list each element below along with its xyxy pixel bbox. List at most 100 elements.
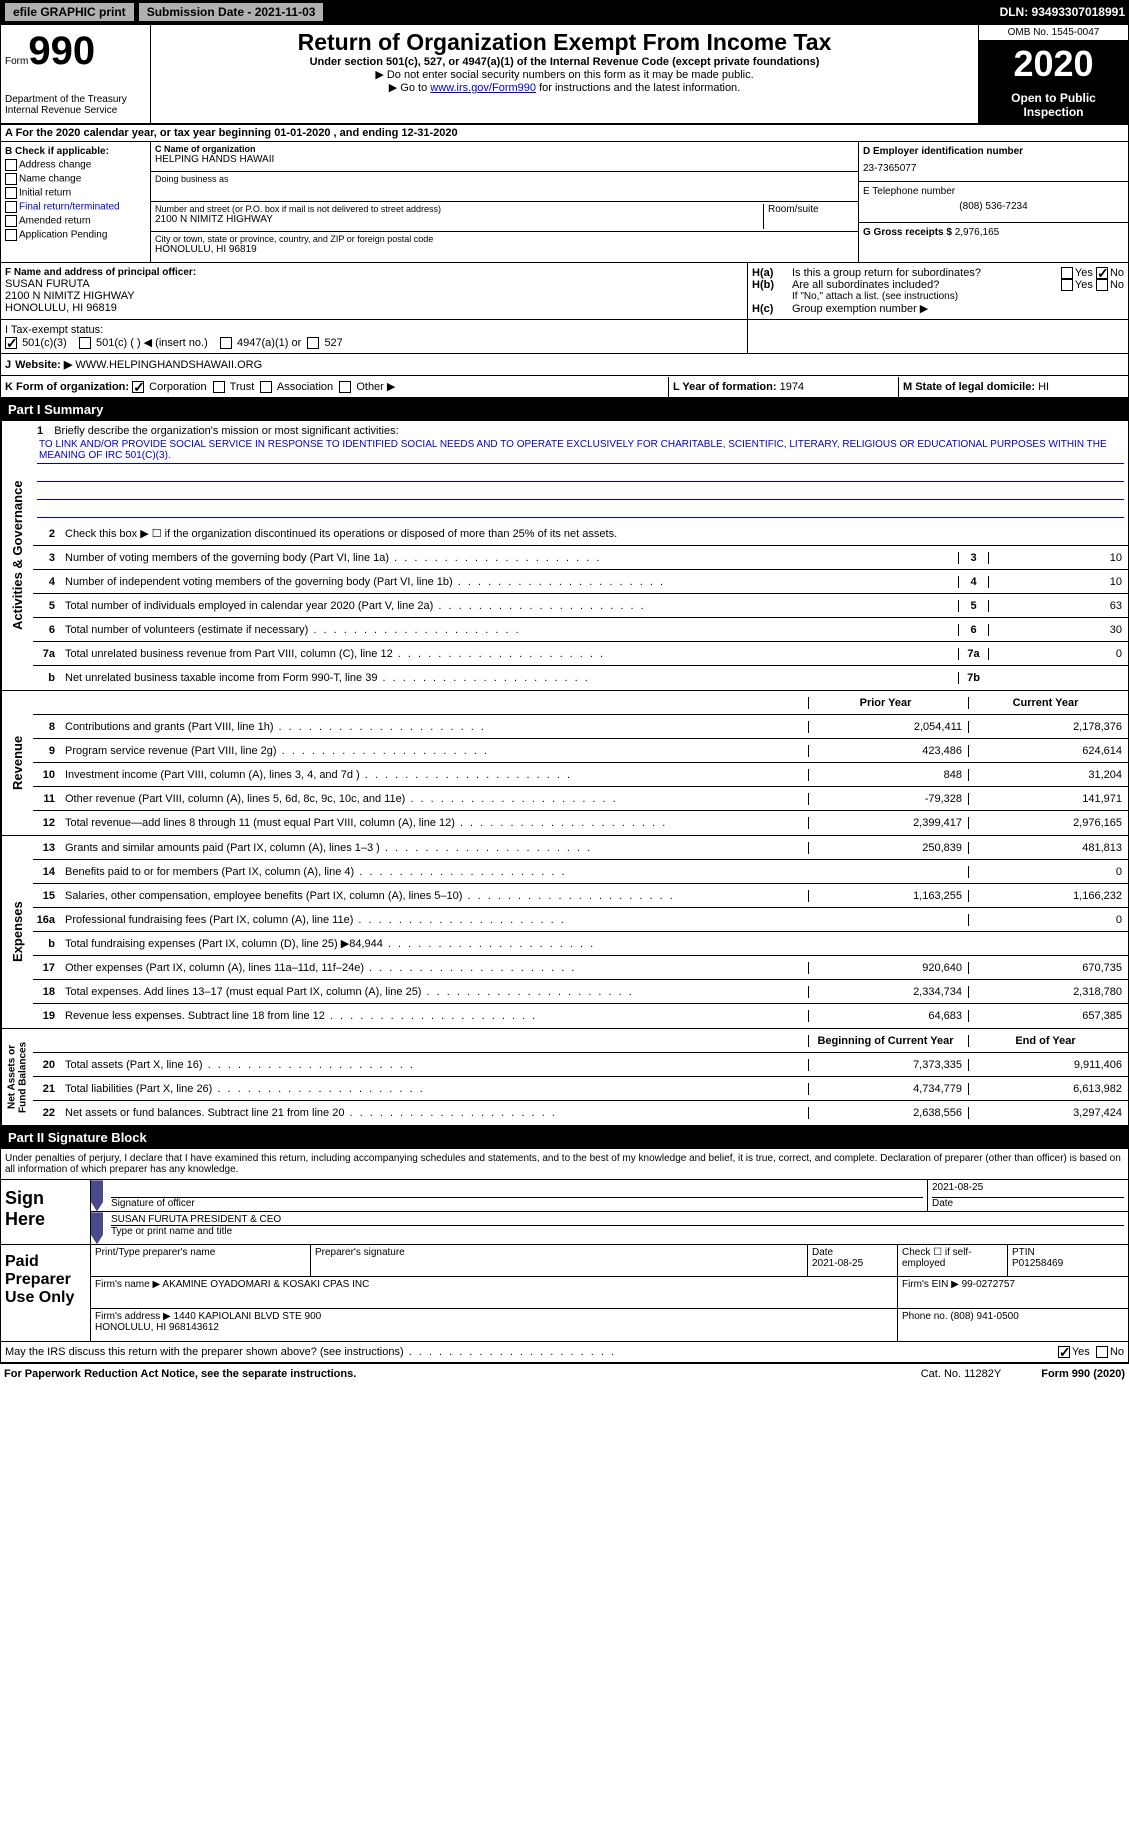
ha-yes-check[interactable] [1061,267,1073,279]
firm-ein: 99-0272757 [962,1279,1015,1290]
l-val: 1974 [780,381,804,393]
c-label: 501(c) ( ) ◀ (insert no.) [96,337,208,349]
firm-ein-label: Firm's EIN ▶ [902,1279,959,1290]
ein-row: D Employer identification number 23-7365… [859,142,1128,182]
exp-row: 13Grants and similar amounts paid (Part … [33,836,1128,860]
top-bar: efile GRAPHIC print Submission Date - 20… [0,0,1129,24]
type-name-label: Type or print name and title [111,1226,1124,1237]
check-name-change[interactable]: Name change [5,173,146,185]
org-city: HONOLULU, HI 96819 [155,244,854,255]
check-initial-return[interactable]: Initial return [5,187,146,199]
website-label: Website: ▶ [15,358,72,371]
sig-officer-label: Signature of officer [111,1198,923,1209]
hb-note: If "No," attach a list. (see instruction… [752,291,1124,302]
address-row: Number and street (or P.O. box if mail i… [151,202,858,232]
prior-year-header: Prior Year [808,697,968,709]
form-number: 990 [28,29,95,74]
c3-check[interactable] [5,337,17,349]
l-label: L Year of formation: [673,381,777,393]
net-row: 21Total liabilities (Part X, line 26)4,7… [33,1077,1128,1101]
irs-yes-check[interactable] [1058,1346,1070,1358]
check-app-label: Application Pending [19,230,107,241]
beg-year-header: Beginning of Current Year [808,1035,968,1047]
header-info-grid: B Check if applicable: Address change Na… [0,142,1129,263]
prep-phone-label: Phone no. [902,1311,948,1322]
mission-text: TO LINK AND/OR PROVIDE SOCIAL SERVICE IN… [37,437,1124,464]
rev-row: 11Other revenue (Part VIII, column (A), … [33,787,1128,811]
section-klm: K Form of organization: Corporation Trus… [0,376,1129,398]
irs-link[interactable]: www.irs.gov/Form990 [430,82,536,94]
no-label: No [1110,267,1124,279]
officer-printed-name: SUSAN FURUTA PRESIDENT & CEO [111,1214,1124,1226]
other-label: Other ▶ [356,381,395,393]
date-label: Date [932,1198,1124,1209]
j-label: J [5,359,11,371]
m-val: HI [1038,381,1049,393]
form-990-label: Form 990 [5,29,146,74]
a1-check[interactable] [220,337,232,349]
exp-row: 14Benefits paid to or for members (Part … [33,860,1128,884]
website-url: WWW.HELPINGHANDSHAWAII.ORG [75,359,262,371]
assoc-check[interactable] [260,381,272,393]
line1-text: Briefly describe the organization's miss… [54,425,398,437]
phone-row: E Telephone number (808) 536-7234 [859,182,1128,222]
exp-row: 16aProfessional fundraising fees (Part I… [33,908,1128,932]
signature-intro: Under penalties of perjury, I declare th… [0,1149,1129,1180]
check-final-label: Final return/terminated [19,202,120,213]
self-employed-check[interactable]: Check ☐ if self-employed [898,1245,1008,1276]
firm-addr-label: Firm's address ▶ [95,1311,171,1322]
corp-check[interactable] [132,381,144,393]
other-check[interactable] [339,381,351,393]
yes-label-2: Yes [1075,279,1093,291]
m-label: M State of legal domicile: [903,381,1035,393]
tax-status-row: I Tax-exempt status: 501(c)(3) 501(c) ( … [1,320,748,353]
dln-number: DLN: 93493307018991 [1000,5,1125,19]
sign-here-section: Sign Here Signature of officer 2021-08-2… [0,1180,1129,1245]
trust-check[interactable] [213,381,225,393]
no-label-2: No [1110,279,1124,291]
exp-row: 19Revenue less expenses. Subtract line 1… [33,1004,1128,1028]
gov-row: 7aTotal unrelated business revenue from … [33,642,1128,666]
group-return-block: H(a) Is this a group return for subordin… [748,263,1128,319]
hc-line: H(c) Group exemption number ▶ [752,302,1124,315]
efile-print-button[interactable]: efile GRAPHIC print [4,2,135,22]
year-formation: L Year of formation: 1974 [669,377,899,397]
form-title: Return of Organization Exempt From Incom… [155,29,974,56]
tax-year: 2020 [979,41,1128,87]
section-a-year: A For the 2020 calendar year, or tax yea… [0,125,1129,142]
check-amended[interactable]: Amended return [5,215,146,227]
form-subtitle: Under section 501(c), 527, or 4947(a)(1)… [155,56,974,68]
ha-no-check[interactable] [1096,267,1108,279]
expenses-grid: Expenses 13Grants and similar amounts pa… [0,836,1129,1029]
sig-officer-row: Signature of officer 2021-08-25 Date [91,1180,1128,1212]
form-header: Form 990 Department of the Treasury Inte… [0,24,1129,125]
hb-no-check[interactable] [1096,279,1108,291]
irs-no-check[interactable] [1096,1346,1108,1358]
exp-row: 18Total expenses. Add lines 13–17 (must … [33,980,1128,1004]
firm-name-label: Firm's name ▶ [95,1279,160,1290]
officer-block: F Name and address of principal officer:… [1,263,748,319]
net-header-row: Beginning of Current Year End of Year [33,1029,1128,1053]
gov-row: 4Number of independent voting members of… [33,570,1128,594]
paid-preparer-section: Paid Preparer Use Only Print/Type prepar… [0,1245,1129,1342]
hb-line: H(b) Are all subordinates included? Yes … [752,279,1124,291]
c-check[interactable] [79,337,91,349]
exp-row: bTotal fundraising expenses (Part IX, co… [33,932,1128,956]
check-address-change[interactable]: Address change [5,159,146,171]
phone-value: (808) 536-7234 [863,201,1124,212]
part-2-header: Part II Signature Block [0,1126,1129,1149]
hb-yes-check[interactable] [1061,279,1073,291]
check-final-return[interactable]: Final return/terminated [5,201,146,213]
ptin-value: P01258469 [1012,1258,1124,1269]
c-label: C Name of organization [155,144,854,154]
page-footer: For Paperwork Reduction Act Notice, see … [0,1363,1129,1384]
k-label: K Form of organization: [5,381,129,393]
check-app-pending[interactable]: Application Pending [5,229,146,241]
s527-check[interactable] [307,337,319,349]
revenue-grid: Revenue Prior Year Current Year 8Contrib… [0,691,1129,836]
addr-label: Number and street (or P.O. box if mail i… [155,204,759,214]
klm-right: L Year of formation: 1974 M State of leg… [668,377,1128,397]
org-name: HELPING HANDS HAWAII [155,154,854,165]
inspection-notice: Open to Public Inspection [979,87,1128,123]
org-address: 2100 N NIMITZ HIGHWAY [155,214,759,225]
